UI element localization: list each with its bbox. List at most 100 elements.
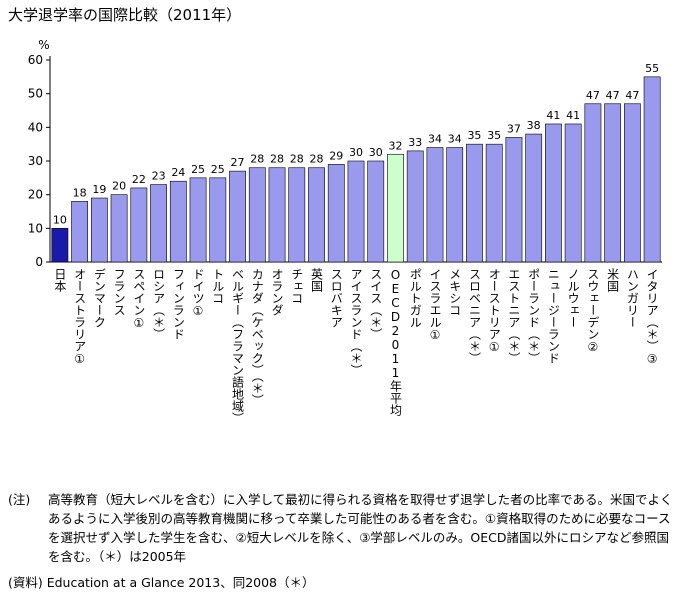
bar (623, 103, 641, 263)
category-label: OECD2011年平均 (388, 268, 402, 417)
category-label: チェコ (290, 268, 304, 304)
value-label: 24 (171, 166, 185, 179)
category-label: カナダ（ケベック）（＊） (250, 268, 264, 406)
value-label: 25 (191, 163, 205, 176)
category-label: ベルギー（フラマン語地域） (231, 268, 245, 424)
value-label: 20 (112, 180, 126, 193)
category-label: ハンガリー (625, 268, 639, 328)
value-label: 33 (408, 136, 422, 149)
category-label: メキシコ (448, 268, 462, 316)
bar (505, 137, 523, 263)
category-label: ポルトガル (408, 268, 422, 328)
value-label: 19 (92, 183, 106, 196)
value-label: 28 (270, 153, 284, 166)
bar (564, 123, 582, 263)
bar (150, 184, 167, 263)
y-tick-label: 20 (28, 188, 43, 202)
bar (327, 164, 345, 263)
bar (248, 167, 266, 263)
category-label: 日本 (53, 268, 67, 293)
bar (545, 123, 562, 263)
value-label: 23 (152, 170, 166, 183)
category-label: アイスランド（＊） (349, 268, 363, 376)
category-label: スウェーデン② (586, 268, 600, 354)
value-label: 47 (606, 89, 620, 102)
bar (584, 103, 602, 263)
value-label: 22 (132, 173, 146, 186)
bar (308, 167, 325, 263)
category-label: フィンランド (171, 268, 185, 340)
value-label: 38 (527, 119, 541, 132)
value-label: 27 (231, 156, 245, 169)
value-label: 28 (250, 153, 264, 166)
bar (90, 197, 108, 263)
category-label: エストニア（＊） (507, 268, 521, 364)
category-label: ロシア（＊） (152, 268, 166, 340)
bar (130, 187, 148, 263)
y-tick-label: 30 (28, 154, 43, 168)
value-label: 32 (388, 139, 402, 152)
category-label: スイス（＊） (369, 268, 383, 340)
category-labels: 日本 オーストラリア① デンマーク フランス スペイン① ロシア（＊） フィンランド ドイツ①… (53, 268, 659, 424)
category-label: イタリア（＊）③ (645, 268, 659, 366)
value-label: 41 (546, 109, 560, 122)
value-label: 25 (211, 163, 225, 176)
category-label: ニュージーランド (546, 268, 560, 364)
value-label: 35 (487, 129, 501, 142)
category-label: ポーランド（＊） (527, 268, 541, 364)
bar (367, 160, 385, 263)
y-tick-label: 0 (35, 255, 43, 269)
y-tick-label: 60 (28, 53, 43, 67)
bar (426, 147, 444, 263)
value-labels: 10 18 19 20 22 23 24 25 25 27 28 28 28 28 29 30 30 32 33 34… (53, 62, 659, 226)
bar (288, 167, 306, 263)
source-note: (資料) Education at a Glance 2013、同2008（＊） (8, 575, 315, 590)
value-label: 35 (467, 129, 481, 142)
bar (347, 160, 365, 263)
category-label: ドイツ① (191, 268, 205, 318)
bars (51, 76, 661, 263)
bar (604, 103, 622, 263)
value-label: 18 (73, 186, 87, 199)
bar (51, 228, 69, 263)
bar (643, 76, 661, 263)
bar (169, 180, 187, 263)
bar (485, 143, 503, 263)
y-tick-label: 10 (28, 221, 43, 235)
notes-text: 高等教育（短大レベルを含む）に入学して最初に得られる資格を取得せず退学した者の比… (48, 492, 673, 564)
value-label: 28 (290, 153, 304, 166)
bar (71, 201, 89, 263)
value-label: 29 (329, 149, 343, 162)
bar-chart: 0 10 20 30 40 50 60% 10 18 19 20 22 23 24 25 25 27 28 28 2… (28, 38, 662, 424)
category-label: オーストラリア① (73, 268, 87, 366)
bar (387, 153, 404, 263)
value-label: 37 (507, 122, 521, 135)
chart-title: 大学退学率の国際比較（2011年） (8, 6, 242, 24)
category-label: フランス (112, 268, 126, 316)
bar (525, 133, 543, 263)
category-label: 米国 (606, 268, 620, 292)
category-label: オランダ (270, 268, 284, 316)
category-label: イスラエル① (428, 268, 442, 342)
y-axis-label: % (38, 38, 49, 52)
value-label: 47 (625, 89, 639, 102)
bar (268, 167, 286, 263)
bar (466, 143, 483, 263)
value-label: 30 (349, 146, 363, 159)
notes: (注) 高等教育（短大レベルを含む）に入学して最初に得られる資格を取得せず退学し… (8, 490, 680, 566)
bar (189, 177, 207, 263)
bar (229, 170, 246, 263)
y-tick-label: 50 (28, 87, 43, 101)
value-label: 10 (53, 213, 67, 226)
bar (110, 194, 128, 263)
category-label: スロバキア (329, 268, 343, 328)
value-label: 30 (369, 146, 383, 159)
value-label: 41 (566, 109, 580, 122)
category-label: スロベニア（＊） (467, 268, 481, 364)
bar (209, 177, 227, 263)
value-label: 55 (645, 62, 659, 75)
category-label: ノルウェー (566, 268, 580, 328)
category-label: オーストリア① (487, 268, 501, 354)
bar (406, 150, 424, 263)
category-label: デンマーク (92, 268, 106, 328)
